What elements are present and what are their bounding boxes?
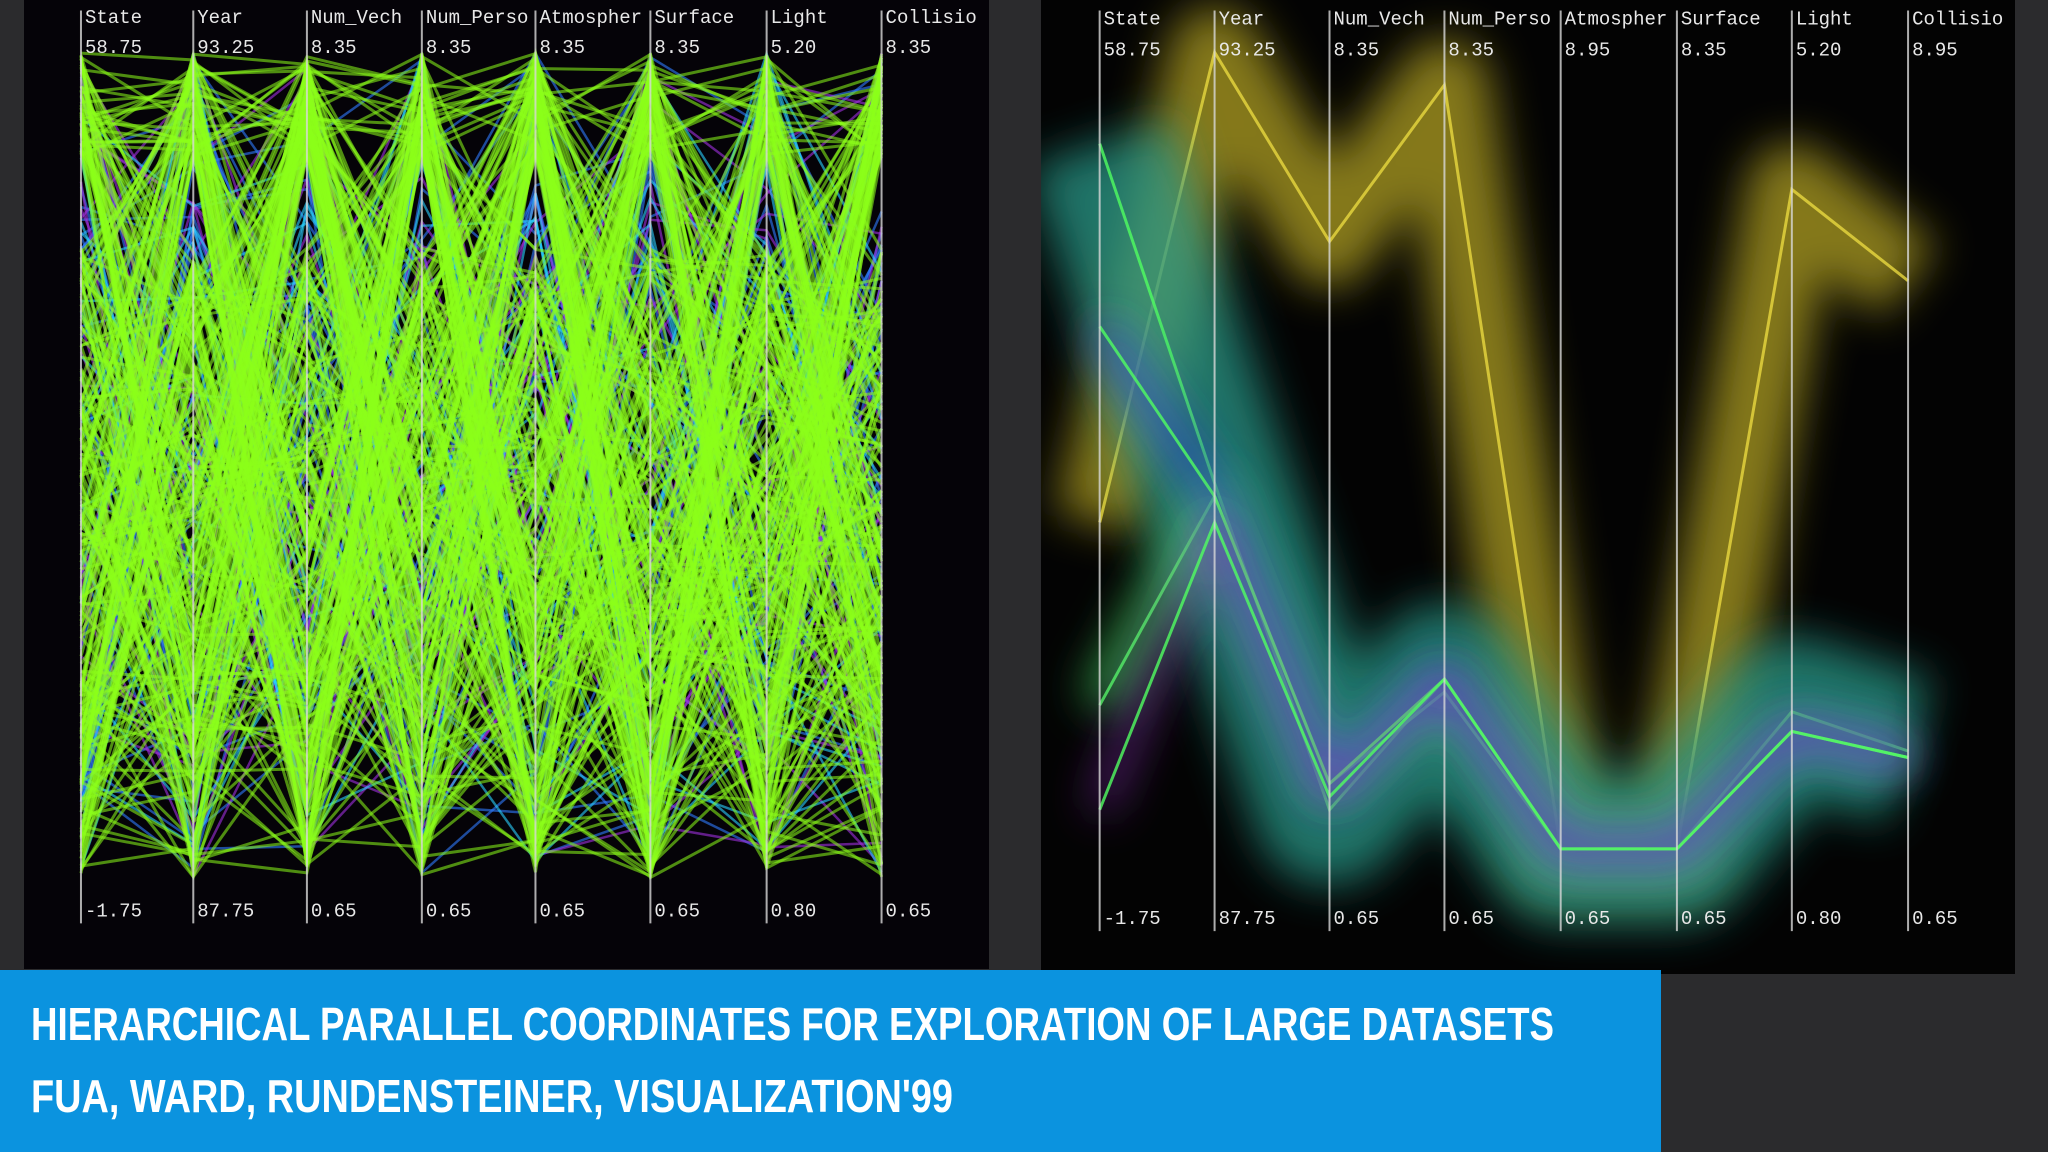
axis-name: Atmospher bbox=[1565, 8, 1668, 30]
axis-name: Surface bbox=[654, 7, 734, 29]
axis-max: 58.75 bbox=[1104, 40, 1161, 62]
axis-name: Year bbox=[197, 7, 243, 29]
axis-max: 8.35 bbox=[1334, 40, 1380, 62]
polyline-line bbox=[79, 257, 884, 769]
polyline-line bbox=[79, 79, 883, 827]
polyline-line bbox=[79, 77, 883, 853]
axis-max: 8.35 bbox=[426, 37, 472, 59]
axis-name: Num_Vech bbox=[1334, 8, 1425, 30]
axis-min: -1.75 bbox=[85, 900, 142, 922]
polyline-line bbox=[79, 93, 883, 855]
polyline-line bbox=[80, 87, 884, 867]
axis-max: 58.75 bbox=[85, 37, 142, 59]
polyline-line bbox=[80, 138, 882, 853]
polyline-line bbox=[80, 88, 884, 868]
polyline-line bbox=[80, 69, 882, 740]
polyline-line bbox=[79, 119, 883, 870]
axis-name: Surface bbox=[1681, 8, 1761, 30]
cluster-center-line bbox=[1098, 518, 1909, 851]
axis-name: Year bbox=[1219, 8, 1265, 30]
axis-name: Num_Vech bbox=[311, 7, 402, 29]
polyline-line bbox=[79, 92, 882, 677]
axis-min: 0.80 bbox=[1796, 908, 1842, 930]
polyline-line bbox=[79, 55, 883, 781]
axis-max: 8.35 bbox=[654, 37, 700, 59]
axis-max: 8.35 bbox=[1448, 40, 1494, 62]
axis-name: Collisio bbox=[1912, 8, 2003, 30]
axis-min: 0.65 bbox=[1334, 908, 1380, 930]
polyline-line bbox=[79, 53, 883, 849]
polyline-line bbox=[79, 90, 883, 763]
axis-name: Collisio bbox=[886, 7, 977, 29]
axis-min: 0.65 bbox=[1448, 908, 1494, 930]
axis-name: Num_Perso bbox=[1448, 8, 1551, 30]
polyline-line bbox=[79, 275, 883, 766]
right-plot: State 58.75 -1.75 Year 93.25 87.75 Num_Vech 8.3… bbox=[1041, 7, 2003, 932]
axis-min: 0.65 bbox=[426, 900, 472, 922]
axis-max: 8.35 bbox=[311, 37, 357, 59]
axis-name: Atmospher bbox=[539, 7, 642, 29]
axis-max: 5.20 bbox=[771, 37, 817, 59]
polyline-line bbox=[80, 59, 883, 710]
polyline-line bbox=[79, 52, 883, 851]
axis-min: 0.65 bbox=[654, 900, 700, 922]
axis-max: 8.35 bbox=[886, 37, 932, 59]
polyline-line bbox=[79, 61, 884, 854]
axis-max: 8.95 bbox=[1565, 40, 1611, 62]
polyline-line bbox=[79, 335, 883, 843]
left-plot: State 58.75 -1.75 Year 93.25 87.75 Num_Vech 8.3… bbox=[79, 7, 977, 924]
axis-max: 5.20 bbox=[1796, 40, 1842, 62]
cluster-center-line bbox=[1098, 48, 1910, 851]
polyline-line bbox=[79, 99, 884, 859]
polyline-line bbox=[80, 105, 883, 806]
axis-name: State bbox=[85, 7, 142, 29]
axis-min: 0.65 bbox=[1565, 908, 1611, 930]
axis-max: 8.35 bbox=[1681, 40, 1727, 62]
axis-max: 93.25 bbox=[1219, 40, 1276, 62]
polyline-line bbox=[79, 73, 883, 836]
axis-name: Light bbox=[1796, 8, 1853, 30]
axis-min: 0.65 bbox=[311, 900, 357, 922]
axis-min: 0.65 bbox=[539, 900, 585, 922]
polyline-line bbox=[79, 106, 884, 725]
axis-min: 0.65 bbox=[1912, 908, 1958, 930]
axis-name: State bbox=[1104, 8, 1161, 30]
polyline-line bbox=[79, 66, 884, 769]
axis-min: -1.75 bbox=[1104, 908, 1161, 930]
caption-authors: FUA, WARD, RUNDENSTEINER, VISUALIZATION'… bbox=[31, 1070, 953, 1122]
axis-min: 0.65 bbox=[886, 900, 932, 922]
polyline-line bbox=[79, 104, 883, 866]
polyline-line bbox=[79, 81, 883, 738]
caption-box bbox=[0, 970, 1661, 1152]
axis-min: 0.65 bbox=[1681, 908, 1727, 930]
polyline-line bbox=[79, 104, 883, 800]
polyline-line bbox=[79, 53, 883, 700]
axis-name: Light bbox=[771, 7, 828, 29]
polyline-line bbox=[79, 119, 883, 813]
polyline-line bbox=[79, 82, 882, 797]
axis-min: 87.75 bbox=[197, 900, 254, 922]
axis-min: 87.75 bbox=[1219, 908, 1276, 930]
caption-title: HIERARCHICAL PARALLEL COORDINATES FOR EX… bbox=[31, 998, 1554, 1050]
axis-min: 0.80 bbox=[771, 900, 817, 922]
axis-name: Num_Perso bbox=[426, 7, 529, 29]
axis-max: 93.25 bbox=[197, 37, 254, 59]
axis-max: 8.95 bbox=[1912, 40, 1958, 62]
polyline-line bbox=[79, 123, 883, 762]
axis-max: 8.35 bbox=[539, 37, 585, 59]
